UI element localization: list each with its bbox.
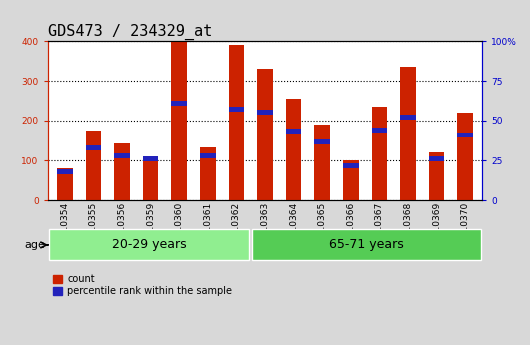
Bar — [228, 107, 244, 112]
Bar — [314, 139, 330, 144]
Bar — [200, 147, 216, 200]
Bar — [49, 229, 249, 260]
Bar — [429, 157, 445, 161]
Bar — [457, 113, 473, 200]
Bar — [252, 229, 481, 260]
Bar — [85, 145, 101, 150]
Text: 65-71 years: 65-71 years — [329, 238, 404, 252]
Text: GDS473 / 234329_at: GDS473 / 234329_at — [48, 24, 212, 40]
Bar — [400, 115, 416, 120]
Bar — [114, 142, 130, 200]
Bar — [257, 110, 273, 115]
Bar — [114, 153, 130, 158]
Bar — [85, 131, 101, 200]
Bar — [200, 153, 216, 158]
Bar — [400, 67, 416, 200]
Bar — [457, 132, 473, 137]
Bar — [57, 168, 73, 200]
Bar — [372, 107, 387, 200]
Bar — [343, 163, 359, 168]
Bar — [171, 101, 187, 106]
Bar — [143, 157, 158, 161]
Bar — [314, 125, 330, 200]
Bar — [372, 128, 387, 132]
Bar — [343, 160, 359, 200]
Bar — [228, 45, 244, 200]
Bar — [57, 169, 73, 174]
Bar — [171, 41, 187, 200]
Bar — [286, 129, 302, 134]
Bar — [286, 99, 302, 200]
Text: age: age — [24, 240, 46, 250]
Bar — [429, 152, 445, 200]
Legend: count, percentile rank within the sample: count, percentile rank within the sample — [52, 274, 232, 296]
Bar — [143, 160, 158, 200]
Bar — [257, 69, 273, 200]
Text: 20-29 years: 20-29 years — [112, 238, 187, 252]
